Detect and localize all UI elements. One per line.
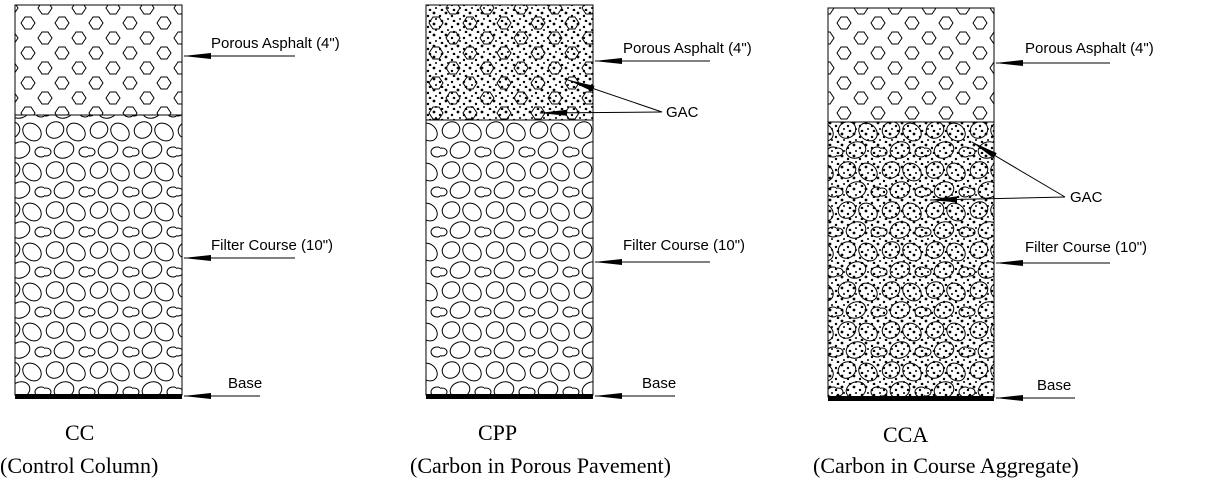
column-name: (Control Column): [0, 453, 158, 478]
column: Porous Asphalt (4") GAC Filter Course (1…: [813, 7, 1154, 478]
layer-label: Base: [228, 375, 262, 392]
layer-label: Base: [642, 375, 676, 392]
column: Porous Asphalt (4") Filter Course (10") …: [0, 4, 340, 478]
layer-label: Porous Asphalt (4"): [211, 35, 340, 52]
column-name: (Carbon in Porous Pavement): [410, 453, 671, 478]
column-code: CPP: [478, 420, 517, 445]
layer-label: Base: [1037, 377, 1071, 394]
gac-label: GAC: [666, 104, 699, 121]
layer-label: Filter Course (10"): [623, 237, 745, 254]
column-name: (Carbon in Course Aggregate): [813, 453, 1079, 478]
column-code: CCA: [883, 422, 928, 447]
column-code: CC: [65, 420, 94, 445]
layer-label: Filter Course (10"): [211, 237, 333, 254]
layer-label: Filter Course (10"): [1025, 239, 1147, 256]
column: Porous Asphalt (4") GAC Filter Course (1…: [410, 4, 752, 478]
layer-label: Porous Asphalt (4"): [1025, 40, 1154, 57]
gac-label: GAC: [1070, 189, 1103, 206]
layer-label: Porous Asphalt (4"): [623, 40, 752, 57]
